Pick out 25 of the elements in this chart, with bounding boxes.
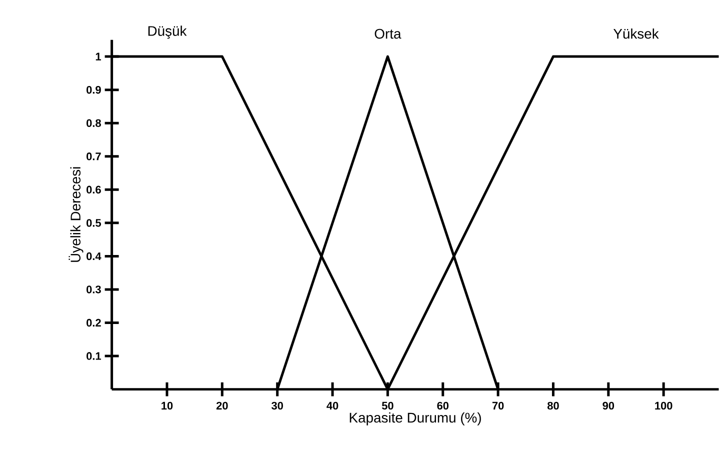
x-tick-label: 20 — [216, 402, 228, 410]
y-tick-label: 0.2 — [86, 318, 101, 327]
y-tick-label: 0.1 — [86, 352, 101, 360]
x-tick-label: 60 — [437, 402, 448, 410]
y-tick-label: 0.4 — [86, 252, 102, 260]
y-axis-title: Üyelik Derecesi — [68, 167, 84, 262]
y-tick-label: 0.5 — [86, 218, 101, 227]
x-tick-label: 80 — [547, 402, 559, 410]
x-tick-label: 40 — [326, 402, 338, 410]
x-tick-label: 50 — [382, 402, 394, 410]
y-tick-label: 0.6 — [86, 186, 101, 194]
x-tick-label: 10 — [162, 402, 173, 410]
x-tick-label: 90 — [602, 402, 614, 410]
y-tick-label: 0.8 — [86, 119, 101, 127]
y-tick-label: 1 — [96, 52, 101, 60]
series-label: Düşük — [148, 26, 187, 39]
x-tick-label: 30 — [272, 402, 283, 410]
series-label: Yüksek — [613, 28, 659, 39]
x-tick-label: 100 — [655, 402, 672, 410]
y-tick-label: 0.9 — [86, 86, 101, 94]
x-tick-label: 70 — [492, 402, 504, 410]
series-label: Orta — [374, 28, 402, 39]
x-axis-title: Kapasite Durumu (%) — [350, 412, 481, 426]
y-tick-label: 0.3 — [86, 286, 101, 294]
y-tick-label: 0.7 — [86, 152, 101, 160]
